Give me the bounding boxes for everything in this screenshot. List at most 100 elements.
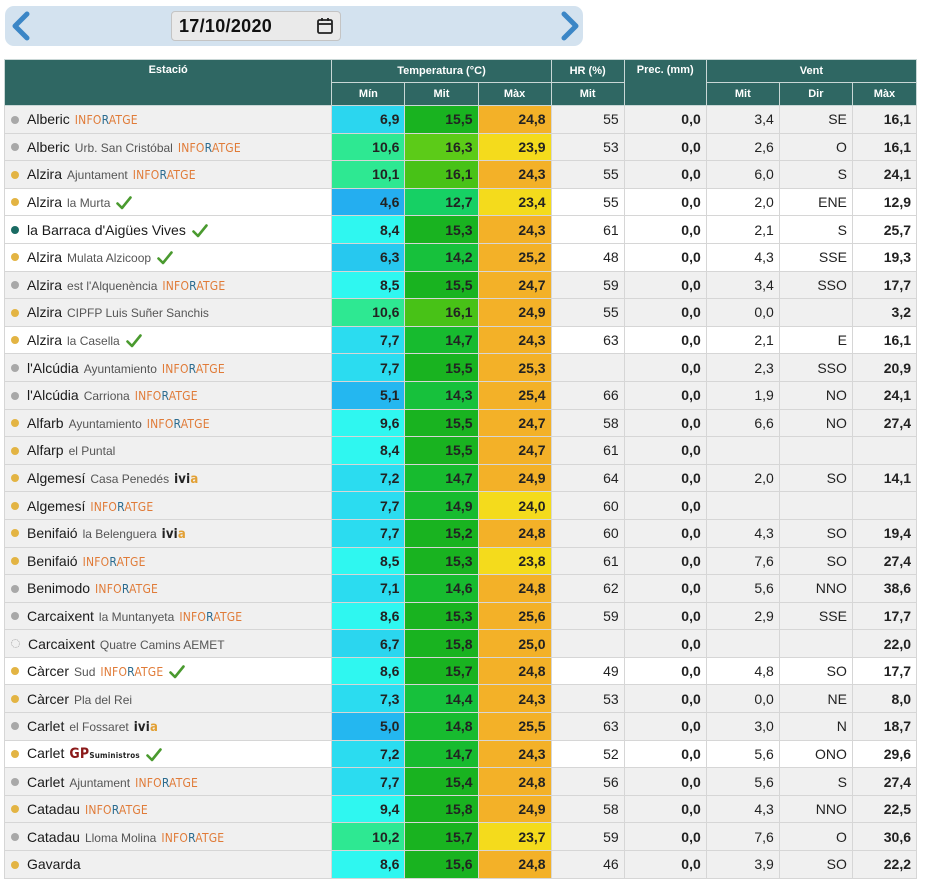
- station-name[interactable]: la Barraca d'Aigües Vives: [27, 221, 186, 238]
- station-name[interactable]: Algemesí: [27, 469, 86, 486]
- station-name[interactable]: Carlet: [27, 773, 65, 790]
- table-row[interactable]: Alfarp el Puntal 8,4 15,5 24,7 61 0,0: [3, 436, 918, 465]
- table-row[interactable]: Alzira Ajuntament INFORATGE 10,1 16,1 24,3 55 0…: [3, 160, 918, 189]
- table-row[interactable]: Benifaió INFORATGE 8,5 15,3 23,8 61 0,0 7,6 SO 27…: [3, 546, 918, 576]
- station-cell[interactable]: Carlet Ajuntament INFORATGE: [3, 767, 333, 796]
- subheader-hr-mit[interactable]: Mit: [550, 82, 625, 106]
- station-cell[interactable]: la Barraca d'Aigües Vives: [3, 215, 333, 244]
- subheader-wind-max[interactable]: Màx: [851, 82, 918, 106]
- station-name[interactable]: Càrcer: [27, 690, 70, 707]
- subheader-tmax[interactable]: Màx: [477, 82, 552, 106]
- station-cell[interactable]: Alzira Ajuntament INFORATGE: [3, 160, 333, 189]
- station-name[interactable]: Càrcer: [27, 663, 70, 680]
- station-name[interactable]: Alzira: [27, 166, 63, 183]
- table-row[interactable]: Gavarda 8,6 15,6 24,8 46 0,0 3,9 SO 22,2: [3, 850, 918, 879]
- table-row[interactable]: Alzira la Murta 4,6 12,7 23,4 55 0,0 2,0 ENE 12,9: [3, 187, 918, 217]
- header-hr[interactable]: HR (%): [550, 59, 625, 83]
- header-temperature[interactable]: Temperatura (°C): [331, 59, 552, 83]
- header-wind[interactable]: Vent: [705, 59, 918, 83]
- station-cell[interactable]: Alzira est l'Alquenència INFORATGE: [3, 270, 333, 300]
- station-name[interactable]: Alzira: [27, 276, 63, 293]
- station-name[interactable]: Alzira: [27, 193, 63, 210]
- station-name[interactable]: l'Alcúdia: [27, 387, 79, 404]
- table-row[interactable]: l'Alcúdia Carriona INFORATGE 5,1 14,3 25,4 66 0…: [3, 380, 918, 410]
- station-cell[interactable]: Alzira Mulata Alzicoop: [3, 242, 333, 272]
- table-row[interactable]: Alzira CIPFP Luis Suñer Sanchis 10,6 16,1 24…: [3, 298, 918, 327]
- station-name[interactable]: Alzira: [27, 304, 63, 321]
- table-row[interactable]: Alberic Urb. San Cristóbal INFORATGE 10,6 16…: [3, 132, 918, 162]
- table-row[interactable]: Carcaixent la Muntanyeta INFORATGE 8,6 15,3 2…: [3, 601, 918, 631]
- table-row[interactable]: Catadau Lloma Molina INFORATGE 10,2 15,7 23,7…: [3, 822, 918, 852]
- station-cell[interactable]: Gavarda: [3, 850, 333, 879]
- subheader-tmin[interactable]: Mín: [331, 82, 406, 106]
- station-name[interactable]: Algemesí: [27, 497, 86, 514]
- table-row[interactable]: Càrcer Sud INFORATGE 8,6 15,7 24,8 49 0,0 4,8 SO 1…: [3, 656, 918, 686]
- station-cell[interactable]: Carlet el Fossaret ivia: [3, 712, 333, 741]
- station-name[interactable]: l'Alcúdia: [27, 359, 79, 376]
- station-name[interactable]: Alberic: [27, 138, 70, 155]
- station-cell[interactable]: Alzira la Murta: [3, 187, 333, 217]
- next-day-button[interactable]: [555, 10, 583, 42]
- station-name[interactable]: Catadau: [27, 828, 80, 845]
- table-row[interactable]: Alzira la Casella 7,7 14,7 24,3 63 0,0 2,1 E 16,1: [3, 325, 918, 355]
- table-row[interactable]: Carcaixent Quatre Camins AEMET 6,7 15,8 25,0…: [3, 629, 918, 658]
- station-cell[interactable]: Carcaixent la Muntanyeta INFORATGE: [3, 601, 333, 631]
- station-cell[interactable]: Alfarp el Puntal: [3, 436, 333, 465]
- table-row[interactable]: Benimodo INFORATGE 7,1 14,6 24,8 62 0,0 5,6 NNO 3…: [3, 574, 918, 603]
- station-name[interactable]: Alfarp: [27, 442, 64, 459]
- station-name[interactable]: Benifaió: [27, 552, 78, 569]
- station-cell[interactable]: Càrcer Pla del Rei: [3, 684, 333, 714]
- station-cell[interactable]: Benimodo INFORATGE: [3, 574, 333, 603]
- previous-day-button[interactable]: [8, 10, 36, 42]
- table-row[interactable]: Carlet GPSuministros 7,2 14,7 24,3 52 0,0 5,6 ON…: [3, 739, 918, 769]
- station-name[interactable]: Gavarda: [27, 856, 81, 873]
- station-cell[interactable]: Benifaió INFORATGE: [3, 546, 333, 576]
- station-name[interactable]: Carlet: [27, 745, 65, 762]
- table-row[interactable]: l'Alcúdia Ayuntamiento INFORATGE 7,7 15,5 25,…: [3, 353, 918, 382]
- station-name[interactable]: Carlet: [27, 717, 65, 734]
- header-station[interactable]: Estació: [3, 59, 333, 106]
- station-name[interactable]: Benimodo: [27, 580, 91, 597]
- station-name[interactable]: Carcaixent: [28, 635, 95, 652]
- table-row[interactable]: Carlet Ajuntament INFORATGE 7,7 15,4 24,8 56 0,…: [3, 767, 918, 796]
- date-picker[interactable]: 17/10/2020: [171, 11, 341, 41]
- table-row[interactable]: la Barraca d'Aigües Vives 8,4 15,3 24,3 61 0,…: [3, 215, 918, 244]
- table-row[interactable]: Alfarb Ayuntamiento INFORATGE 9,6 15,5 24,7 58…: [3, 408, 918, 438]
- station-cell[interactable]: Alzira la Casella: [3, 325, 333, 355]
- subheader-wind-mit[interactable]: Mit: [705, 82, 780, 106]
- station-name[interactable]: Alzira: [27, 331, 63, 348]
- station-name[interactable]: Alberic: [27, 111, 70, 128]
- station-cell[interactable]: Alberic INFORATGE: [3, 105, 333, 134]
- station-cell[interactable]: l'Alcúdia Carriona INFORATGE: [3, 380, 333, 410]
- station-cell[interactable]: Benifaió la Belenguera ivia: [3, 518, 333, 548]
- station-cell[interactable]: l'Alcúdia Ayuntamiento INFORATGE: [3, 353, 333, 382]
- station-name[interactable]: Alfarb: [27, 414, 64, 431]
- station-name[interactable]: Benifaió: [27, 524, 78, 541]
- station-cell[interactable]: Alfarb Ayuntamiento INFORATGE: [3, 408, 333, 438]
- calendar-icon[interactable]: [316, 17, 334, 35]
- table-row[interactable]: Algemesí Casa Penedés ivia 7,2 14,7 24,9 64 0,0…: [3, 463, 918, 493]
- table-row[interactable]: Benifaió la Belenguera ivia 7,7 15,2 24,8 60 0,…: [3, 518, 918, 548]
- station-cell[interactable]: Carlet GPSuministros: [3, 739, 333, 769]
- station-name[interactable]: Catadau: [27, 801, 80, 818]
- table-row[interactable]: Catadau INFORATGE 9,4 15,8 24,9 58 0,0 4,3 NNO 22…: [3, 794, 918, 824]
- station-cell[interactable]: Alberic Urb. San Cristóbal INFORATGE: [3, 132, 333, 162]
- station-name[interactable]: Carcaixent: [27, 607, 94, 624]
- station-cell[interactable]: Alzira CIPFP Luis Suñer Sanchis: [3, 298, 333, 327]
- station-name[interactable]: Alzira: [27, 249, 63, 266]
- table-row[interactable]: Carlet el Fossaret ivia 5,0 14,8 25,5 63 0,0 3,0…: [3, 712, 918, 741]
- station-cell[interactable]: Algemesí Casa Penedés ivia: [3, 463, 333, 493]
- station-cell[interactable]: Catadau Lloma Molina INFORATGE: [3, 822, 333, 852]
- table-row[interactable]: Algemesí INFORATGE 7,7 14,9 24,0 60 0,0: [3, 491, 918, 520]
- station-cell[interactable]: Algemesí INFORATGE: [3, 491, 333, 520]
- table-row[interactable]: Alzira est l'Alquenència INFORATGE 8,5 15,5 2…: [3, 270, 918, 300]
- station-cell[interactable]: Carcaixent Quatre Camins AEMET: [3, 629, 333, 658]
- header-prec[interactable]: Prec. (mm): [623, 59, 707, 106]
- table-row[interactable]: Alberic INFORATGE 6,9 15,5 24,8 55 0,0 3,4 SE 16,…: [3, 105, 918, 134]
- station-cell[interactable]: Càrcer Sud INFORATGE: [3, 656, 333, 686]
- subheader-tmit[interactable]: Mit: [404, 82, 479, 106]
- subheader-wind-dir[interactable]: Dir: [778, 82, 853, 106]
- table-row[interactable]: Alzira Mulata Alzicoop 6,3 14,2 25,2 48 0,0 4,3…: [3, 242, 918, 272]
- table-row[interactable]: Càrcer Pla del Rei 7,3 14,4 24,3 53 0,0 0,0 NE 8,…: [3, 684, 918, 714]
- station-cell[interactable]: Catadau INFORATGE: [3, 794, 333, 824]
